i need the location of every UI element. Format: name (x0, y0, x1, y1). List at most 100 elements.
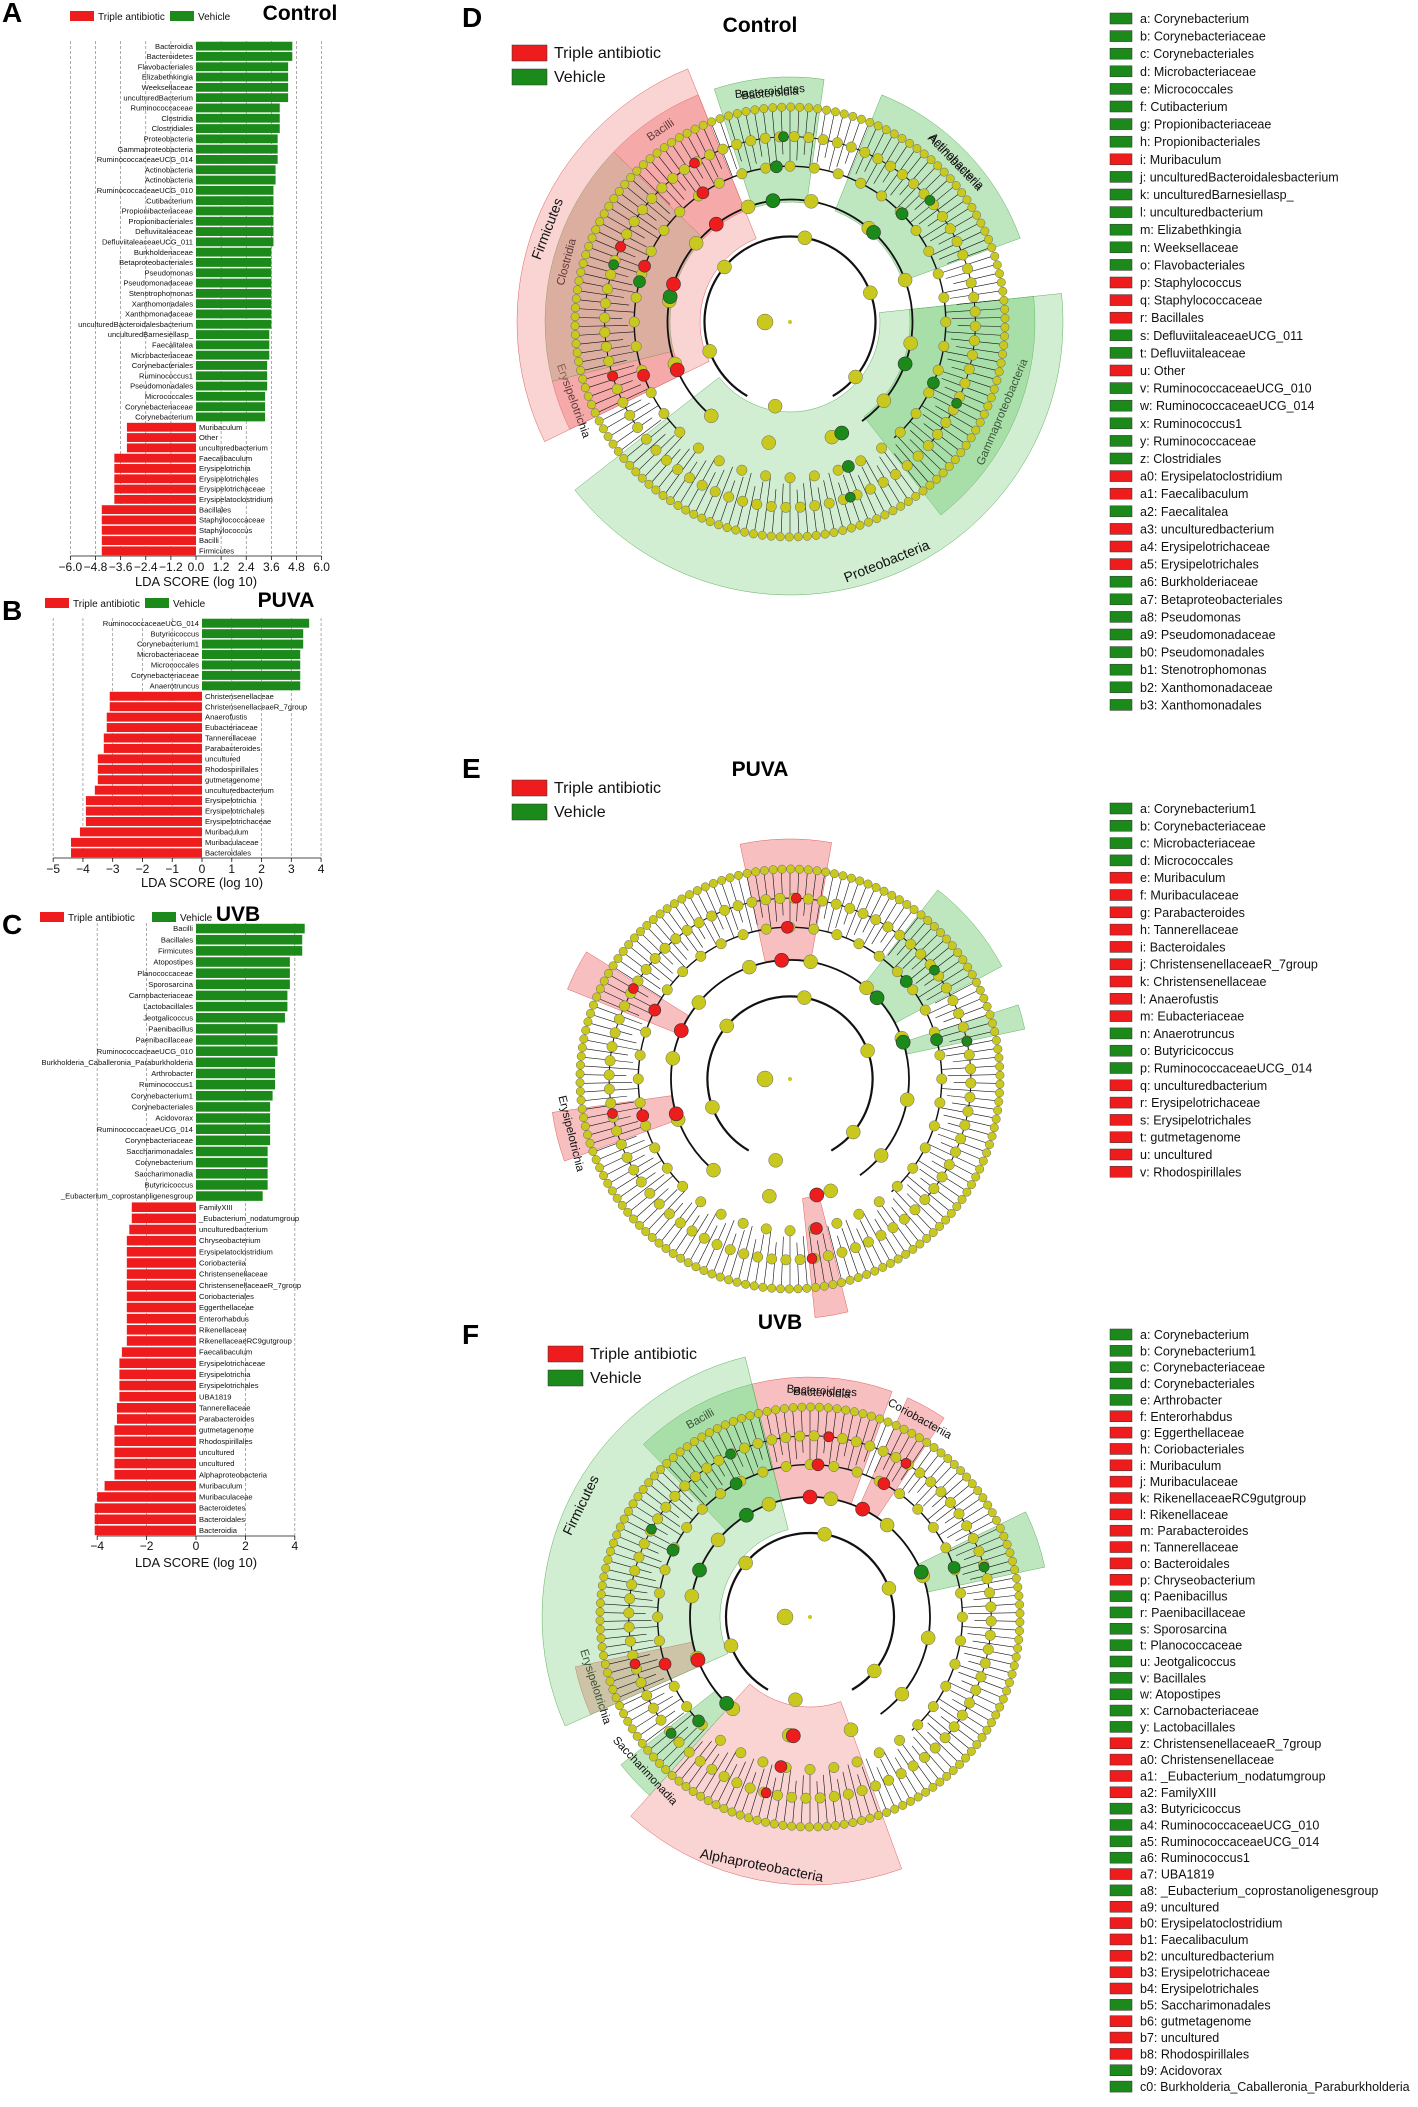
tree-node (1014, 1591, 1024, 1601)
x-tick-label: 6.0 (313, 560, 330, 574)
tree-node (654, 1238, 664, 1248)
tree-node (752, 1437, 764, 1449)
tree-node (978, 1493, 988, 1503)
legend-label-triple: Triple antibiotic (554, 45, 661, 62)
tree-leaf-branch (780, 107, 784, 155)
bar-label: Betaproteobacteriales (119, 258, 193, 267)
bar (196, 247, 272, 257)
key-label: a9: Pseudomonadaceae (1140, 628, 1276, 642)
bar (196, 1157, 268, 1168)
tree-leaf-branch (700, 1437, 726, 1477)
tree-node (637, 473, 647, 483)
bar (196, 371, 268, 381)
tree-node (797, 1402, 807, 1412)
tree-node (745, 1411, 755, 1421)
x-tick-label: −4 (76, 862, 90, 876)
key-swatch (1109, 206, 1133, 218)
tree-leaf-branch (724, 1425, 744, 1467)
tree-node (855, 177, 867, 189)
bar (196, 402, 266, 412)
tree-node (975, 417, 985, 427)
tree-node (645, 154, 655, 164)
x-tick-label: 4 (318, 862, 325, 876)
biomarker-node (696, 186, 710, 200)
tree-leaf-branch (862, 890, 884, 933)
tree-node (677, 966, 689, 978)
bar-label: Butyricicoccus (144, 1181, 193, 1190)
clade-highlight (544, 151, 705, 382)
biomarker-node (774, 952, 789, 968)
tree-leaf-branch (823, 873, 834, 919)
bar (106, 723, 202, 733)
biomarker-node (961, 1036, 973, 1047)
tree-leaf-branch (953, 272, 1000, 284)
key-label: j: ChristensenellaceaeR_7group (1139, 958, 1318, 972)
biomarker-node (760, 1787, 772, 1799)
bar-label: Ruminococcaceae (131, 104, 193, 113)
key-swatch (1109, 100, 1133, 113)
tree-leaf-branch (780, 869, 784, 916)
tree-node (948, 1766, 958, 1776)
tree-node (952, 1202, 962, 1211)
tree-node (949, 1658, 961, 1670)
tree-node (570, 321, 580, 331)
tree-node (578, 374, 588, 384)
tree-leaf-branch (939, 1707, 983, 1738)
tree-node (683, 1746, 695, 1758)
tree-leaf-branch (636, 171, 671, 205)
tree-leaf-branch (580, 360, 627, 372)
tree-node (848, 369, 863, 385)
tree-node (720, 1420, 730, 1430)
tree-node (979, 1657, 991, 1669)
tree-node (640, 433, 652, 445)
biomarker-node (669, 362, 685, 378)
tree-leaf-branch (581, 1095, 628, 1102)
tree-node (819, 1281, 829, 1291)
bar-label: ChristensenellaceaeR_7group (205, 702, 307, 711)
bar (196, 979, 290, 990)
key-swatch (1109, 593, 1133, 606)
key-label: w: RuminococcaceaeUCG_014 (1139, 399, 1314, 413)
tree-node (855, 520, 865, 530)
tree-node (637, 1738, 647, 1748)
tree-node (951, 181, 961, 190)
bar-label: RuminococcaceaeUCG_010 (97, 186, 193, 195)
bar (85, 806, 202, 816)
tree-node (859, 980, 874, 996)
tree-node (953, 1008, 965, 1020)
tree-node (673, 501, 683, 510)
tree-node (788, 131, 800, 143)
biomarker-node (834, 425, 850, 441)
bar (129, 1224, 196, 1235)
tree-node (769, 1819, 779, 1829)
x-tick-label: −5 (46, 862, 60, 876)
tree-node (996, 358, 1006, 368)
root-node (776, 1608, 794, 1626)
tree-node (617, 396, 629, 408)
tree-leaf-branch (953, 1082, 1000, 1084)
key-label: k: RikenellaceaeRC9gutgroup (1140, 1492, 1306, 1506)
tree-leaf-branch (622, 1174, 665, 1207)
tree-node (624, 940, 634, 950)
bar (114, 464, 196, 473)
tree-node (608, 961, 618, 971)
tree-node (979, 409, 989, 419)
key-swatch (1109, 1508, 1133, 1521)
tree-node (632, 422, 644, 433)
bar-label: Gammaproteobacteria (117, 145, 193, 154)
tree-node (1000, 331, 1009, 341)
key-swatch (1109, 1770, 1133, 1782)
tree-node (667, 138, 677, 147)
tree-leaf-branch (836, 116, 853, 168)
tree-leaf-branch (972, 1640, 1018, 1648)
tree-node (855, 455, 867, 467)
tree-node (846, 1124, 861, 1140)
tree-node (817, 1527, 832, 1542)
tree-leaf-branch (816, 1781, 820, 1827)
key-label: a4: RuminococcaceaeUCG_010 (1140, 1819, 1319, 1833)
tree-node (987, 1718, 996, 1728)
biomarker-node (770, 160, 783, 174)
key-label: b7: uncultured (1140, 2031, 1219, 2045)
tree-node (940, 1680, 952, 1692)
